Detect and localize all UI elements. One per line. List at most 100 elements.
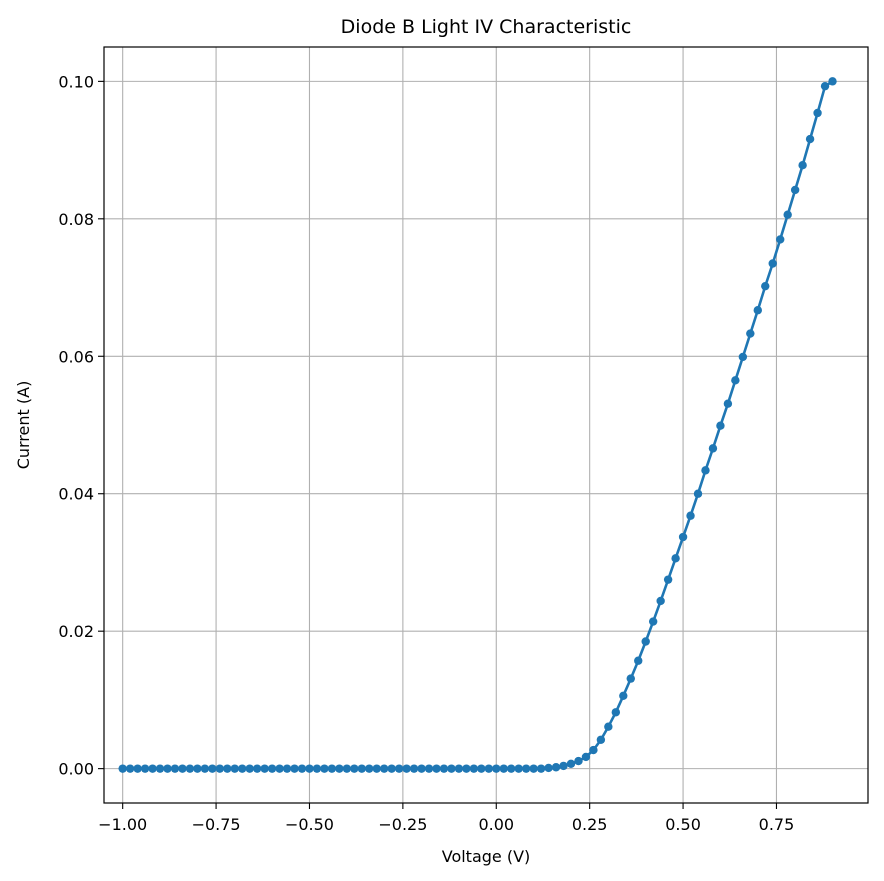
data-point <box>462 764 471 773</box>
y-tick-label: 0.10 <box>58 72 94 91</box>
data-point <box>477 764 486 773</box>
y-tick-label: 0.02 <box>58 622 94 641</box>
data-point <box>708 444 718 453</box>
data-point <box>148 764 157 773</box>
data-point <box>686 511 695 520</box>
data-point <box>230 764 239 773</box>
x-tick-label: 0.75 <box>759 815 795 834</box>
y-tick-label: 0.00 <box>58 760 94 779</box>
data-point <box>656 596 665 606</box>
data-point <box>566 759 576 769</box>
data-point <box>163 764 172 773</box>
data-point <box>693 489 703 498</box>
x-axis-ticks: −1.00 −0.75 −0.50 −0.25 0.00 0.25 0.50 0.75 <box>98 803 794 834</box>
x-tick-label: −0.50 <box>285 815 334 834</box>
data-point <box>768 259 777 268</box>
data-point <box>380 764 389 773</box>
x-tick-label: 0.50 <box>665 815 701 834</box>
data-point <box>813 108 822 118</box>
data-point <box>790 185 800 195</box>
data-point <box>626 674 635 683</box>
data-point <box>738 352 748 362</box>
data-point <box>559 761 568 771</box>
data-point <box>731 376 740 385</box>
data-point <box>439 764 449 773</box>
data-point <box>335 764 344 773</box>
data-point <box>170 764 180 773</box>
data-point <box>454 764 464 773</box>
data-point <box>125 764 135 773</box>
data-point <box>342 764 352 773</box>
data-point <box>716 421 725 430</box>
data-point <box>432 764 441 773</box>
data-point <box>589 745 598 755</box>
data-point <box>761 281 770 291</box>
data-point <box>678 532 688 542</box>
data-point <box>648 617 658 626</box>
data-point <box>604 722 613 731</box>
data-point <box>447 764 456 773</box>
data-point <box>529 764 538 773</box>
data-point <box>619 691 628 700</box>
data-point <box>357 764 366 773</box>
data-point <box>469 764 479 773</box>
data-point <box>671 554 680 563</box>
data-point <box>492 764 501 773</box>
data-point <box>260 764 269 773</box>
data-point <box>417 764 426 773</box>
data-point <box>155 764 165 773</box>
data-point <box>641 637 650 646</box>
data-point <box>663 575 673 584</box>
data-point <box>574 756 583 766</box>
data-point <box>581 752 591 762</box>
data-point <box>521 764 531 773</box>
data-point <box>133 764 142 773</box>
data-point <box>200 764 210 773</box>
data-point <box>387 764 396 773</box>
data-point <box>275 764 284 773</box>
data-point <box>282 764 292 773</box>
data-point <box>828 77 837 86</box>
data-point <box>596 735 606 744</box>
chart-title: Diode B Light IV Characteristic <box>341 16 632 38</box>
data-point <box>634 656 643 665</box>
data-point <box>783 210 792 219</box>
data-point <box>394 764 404 773</box>
data-point <box>536 764 546 773</box>
data-point <box>305 764 314 773</box>
data-point <box>402 764 411 773</box>
data-point <box>372 764 381 773</box>
data-point <box>178 764 187 773</box>
data-point <box>499 764 508 773</box>
data-point <box>746 329 755 338</box>
data-point <box>544 763 553 773</box>
data-point <box>312 764 322 773</box>
data-point <box>723 399 733 408</box>
data-point <box>507 764 516 773</box>
series-line <box>122 80 834 770</box>
x-tick-label: −1.00 <box>98 815 147 834</box>
y-axis-ticks: 0.00 0.02 0.04 0.06 0.08 0.10 <box>58 72 104 779</box>
data-point <box>409 764 419 773</box>
data-point <box>267 764 277 773</box>
data-point <box>245 764 254 773</box>
data-point <box>365 764 374 773</box>
y-axis-label: Current (A) <box>14 381 33 470</box>
data-point <box>215 764 225 773</box>
data-point <box>514 764 523 773</box>
y-tick-label: 0.06 <box>58 347 94 366</box>
data-point <box>185 764 195 773</box>
data-point <box>701 466 710 475</box>
data-point <box>798 161 807 170</box>
data-point <box>805 134 815 144</box>
series-layer <box>118 77 837 773</box>
data-point <box>551 763 561 772</box>
data-point <box>208 764 217 773</box>
data-point <box>350 764 359 773</box>
data-point <box>118 764 127 773</box>
x-tick-label: −0.75 <box>192 815 241 834</box>
data-point <box>297 764 307 773</box>
data-point <box>327 764 337 773</box>
data-point <box>140 764 150 773</box>
